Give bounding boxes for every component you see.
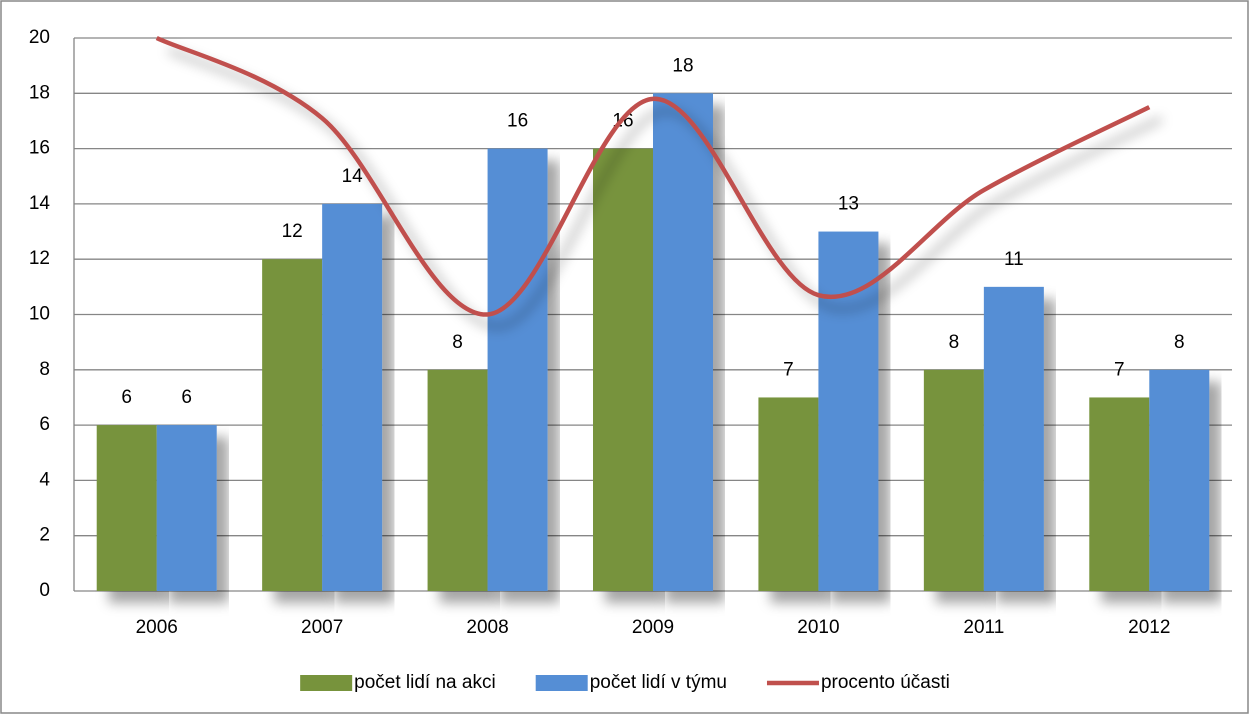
data-label: 6 (181, 387, 192, 408)
bar (262, 259, 323, 591)
data-label: 12 (282, 221, 303, 242)
data-label: 8 (1174, 332, 1185, 353)
bar (1149, 369, 1210, 591)
bar (96, 425, 157, 591)
legend-label: procento účasti (821, 672, 950, 693)
bar (156, 425, 217, 591)
data-label: 7 (783, 359, 794, 380)
data-label: 14 (342, 166, 364, 187)
y-tick-label: 10 (29, 304, 50, 325)
data-label: 8 (949, 332, 960, 353)
legend-label: počet lidí na akci (354, 672, 496, 693)
bar (983, 286, 1044, 591)
x-tick-label: 2007 (301, 617, 343, 638)
bar (593, 148, 653, 591)
y-tick-label: 4 (39, 469, 50, 490)
data-label: 6 (121, 387, 132, 408)
bar (758, 397, 819, 591)
bar (818, 231, 879, 592)
data-label: 16 (507, 111, 528, 132)
data-label: 8 (452, 332, 463, 353)
legend-swatch (535, 675, 588, 691)
data-label: 13 (838, 194, 859, 215)
x-tick-label: 2012 (1128, 617, 1170, 638)
x-tick-label: 2008 (466, 617, 508, 638)
y-tick-label: 12 (29, 248, 50, 269)
x-tick-label: 2009 (632, 617, 674, 638)
bar (1089, 397, 1150, 591)
y-tick-label: 18 (29, 82, 50, 103)
legend-label: počet lidí v týmu (590, 672, 727, 693)
x-tick-label: 2011 (963, 617, 1004, 638)
y-tick-label: 8 (39, 359, 50, 380)
y-tick-label: 2 (39, 525, 50, 546)
y-tick-label: 6 (39, 414, 50, 435)
y-tick-label: 20 (29, 27, 50, 48)
x-tick-label: 2006 (136, 617, 178, 638)
data-label: 11 (1004, 249, 1024, 270)
bar (923, 369, 984, 591)
data-label: 18 (672, 55, 693, 76)
y-tick-label: 0 (39, 580, 50, 601)
y-tick-label: 14 (29, 193, 51, 214)
x-tick-label: 2010 (797, 617, 839, 638)
legend-swatch (300, 675, 353, 691)
bar (427, 369, 488, 591)
bar (653, 93, 713, 592)
line-series (155, 35, 1151, 317)
data-label: 7 (1114, 359, 1125, 380)
y-tick-label: 16 (29, 138, 50, 159)
bar (322, 203, 383, 591)
bar (487, 148, 548, 591)
